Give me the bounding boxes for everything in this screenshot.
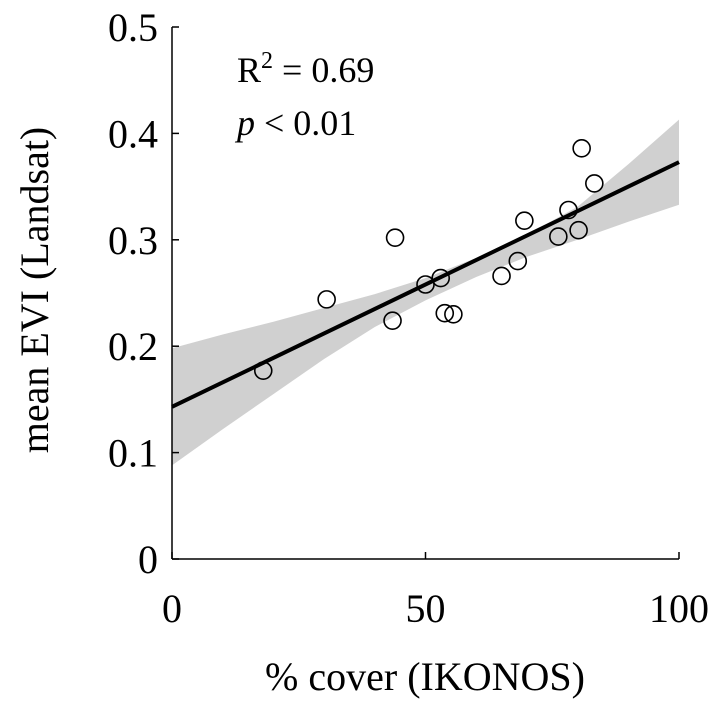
scatter-point	[435, 303, 455, 323]
p-value-annotation: p < 0.01	[234, 103, 356, 143]
scatter-point	[383, 311, 402, 330]
scatter-point	[585, 174, 604, 193]
scatter-point	[253, 361, 273, 380]
y-tick-label: 0.3	[108, 218, 158, 263]
scatter-point	[549, 227, 568, 246]
y-tick-labels: 0 0.1 0.2 0.3 0.4 0.5	[108, 5, 179, 582]
y-tick-label: 0.1	[108, 431, 158, 476]
p-value-text: < 0.01	[255, 103, 356, 143]
y-tick-label: 0.2	[108, 324, 158, 369]
x-tick-label: 100	[649, 586, 709, 631]
x-tick-label: 50	[406, 586, 446, 631]
scatter-point	[569, 220, 588, 240]
scatter-point	[492, 266, 511, 286]
scatter-point	[385, 228, 405, 247]
r-squared-annotation: R2 = 0.69	[237, 48, 374, 90]
scatter-point	[508, 251, 528, 271]
scatter-point	[317, 290, 336, 309]
scatter-point	[431, 268, 451, 288]
scatter-points-layer	[253, 138, 604, 380]
x-tick-labels: 0 50 100	[162, 552, 709, 631]
scatter-point	[572, 138, 591, 158]
scatter-point	[515, 211, 534, 230]
x-tick-label: 0	[162, 586, 182, 631]
regression-line	[171, 160, 680, 409]
scatter-point	[559, 200, 578, 220]
r-squared-superscript: 2	[261, 48, 273, 74]
y-tick-label: 0.5	[108, 5, 158, 50]
y-tick-label: 0	[138, 537, 158, 582]
r-squared-symbol: R	[237, 50, 261, 90]
regression-line-layer	[171, 160, 680, 409]
y-tick-label: 0.4	[108, 111, 158, 156]
r-squared-value: = 0.69	[273, 50, 374, 90]
x-axis-label: % cover (IKONOS)	[265, 654, 585, 699]
y-axis-label: mean EVI (Landsat)	[12, 127, 57, 454]
scatter-point	[444, 304, 463, 324]
p-symbol: p	[234, 103, 255, 143]
